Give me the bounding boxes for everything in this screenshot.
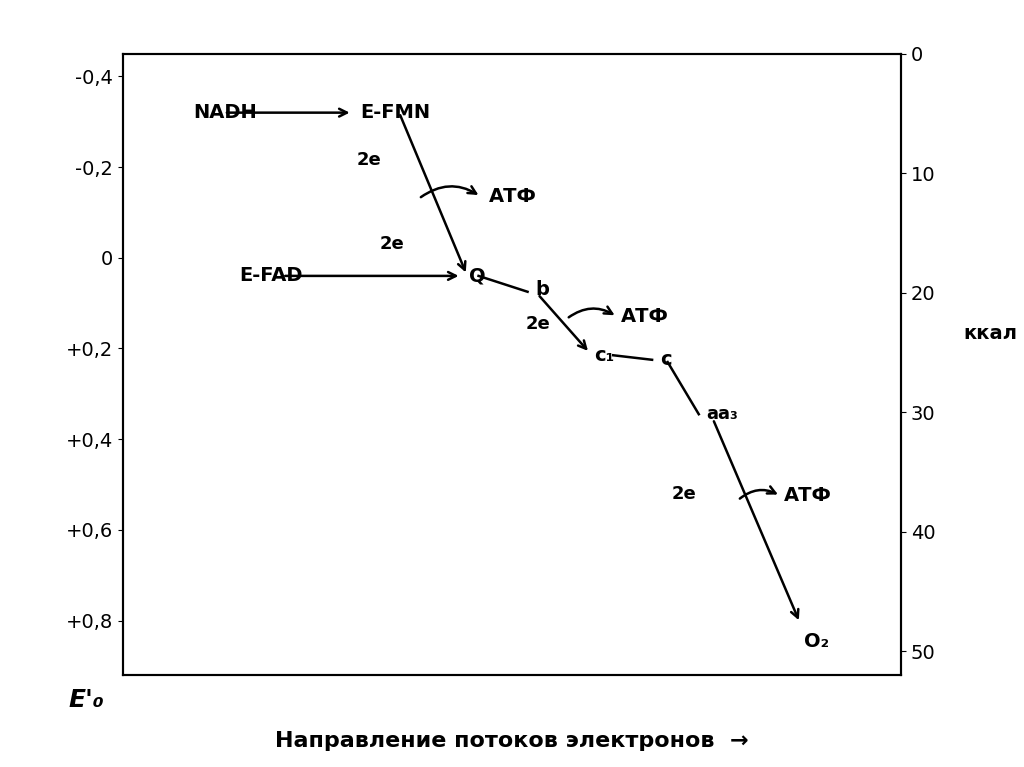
- Text: E-FMN: E-FMN: [360, 103, 430, 122]
- Text: АТФ: АТФ: [621, 308, 669, 326]
- Text: ккал: ккал: [964, 324, 1018, 343]
- Text: aa₃: aa₃: [707, 405, 738, 423]
- Text: E-FAD: E-FAD: [240, 266, 303, 285]
- Text: АТФ: АТФ: [784, 486, 833, 505]
- Text: O₂: O₂: [804, 632, 829, 651]
- Text: Направление потоков электронов  →: Направление потоков электронов →: [275, 731, 749, 751]
- Text: 2e: 2e: [672, 485, 696, 502]
- Text: b: b: [536, 280, 549, 299]
- Text: E'₀: E'₀: [69, 688, 104, 713]
- Text: NADH: NADH: [193, 103, 257, 122]
- Text: 2e: 2e: [526, 314, 551, 333]
- Text: АТФ: АТФ: [488, 187, 537, 206]
- Text: Q: Q: [469, 266, 485, 285]
- Text: c₁: c₁: [594, 346, 614, 365]
- Text: c: c: [659, 351, 672, 369]
- Text: 2e: 2e: [380, 235, 404, 253]
- Text: 2e: 2e: [356, 151, 381, 170]
